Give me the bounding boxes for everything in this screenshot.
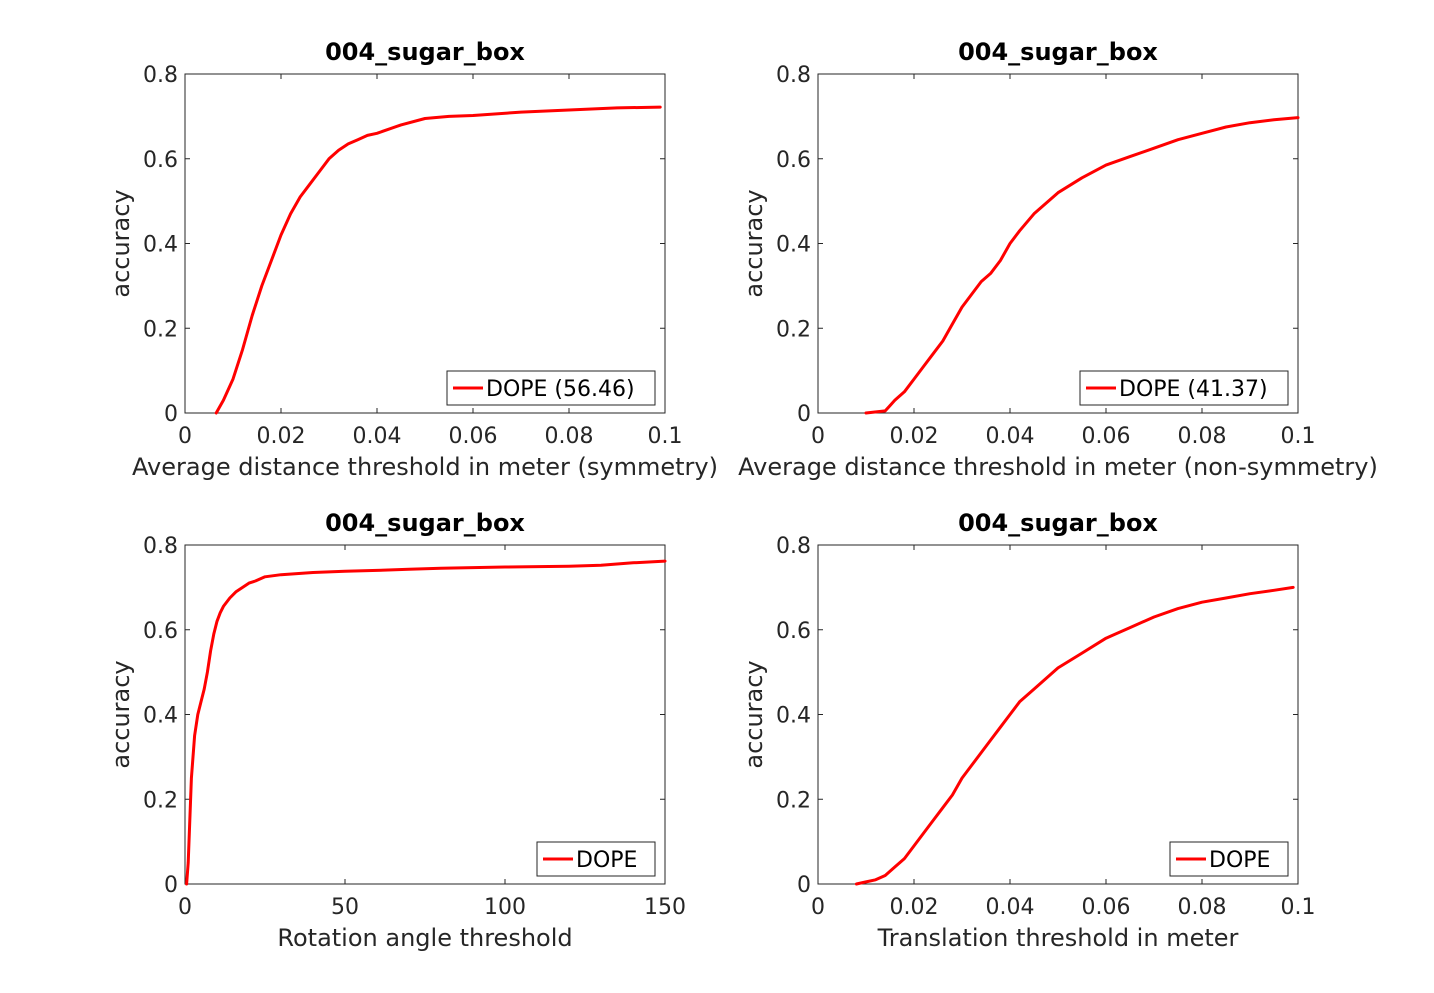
- x-tick-label: 0.1: [1281, 424, 1316, 449]
- x-tick-label: 0.02: [890, 424, 939, 449]
- x-tick-label: 0: [811, 424, 825, 449]
- legend-label: DOPE (56.46): [486, 377, 635, 402]
- chart-panel-2: 0 0.02 0.04 0.06 0.08 0.1 0 0.2 0.4 0.6 0.8 004_sug…: [738, 38, 1378, 481]
- legend-label: DOPE: [576, 848, 637, 873]
- y-tick-label: 0.2: [143, 788, 178, 813]
- y-tick-label: 0.2: [143, 317, 178, 342]
- y-tick-label: 0.8: [143, 534, 178, 559]
- x-tick-label: 0.04: [353, 424, 402, 449]
- plot-area: [817, 73, 1299, 414]
- x-tick-label: 0.02: [257, 424, 306, 449]
- y-tick-label: 0: [164, 873, 178, 898]
- y-tick-label: 0: [164, 402, 178, 427]
- x-axis-label: Translation threshold in meter: [877, 924, 1239, 952]
- y-tick-label: 0: [797, 873, 811, 898]
- series-line-dope: [854, 585, 1295, 886]
- y-tick-label: 0.6: [776, 148, 811, 173]
- x-tick-label: 0: [811, 895, 825, 920]
- y-tick-label: 0.4: [143, 233, 178, 258]
- x-tick-label: 0.02: [890, 895, 939, 920]
- y-tick-label: 0.8: [143, 63, 178, 88]
- y-tick-label: 0: [797, 402, 811, 427]
- y-axis-label: accuracy: [740, 189, 768, 297]
- y-axis-label: accuracy: [107, 189, 135, 297]
- legend-label: DOPE: [1209, 848, 1270, 873]
- chart-title: 004_sugar_box: [325, 38, 525, 66]
- y-tick-label: 0.4: [776, 704, 811, 729]
- plot-area: [184, 544, 666, 885]
- x-tick-label: 0.08: [1178, 424, 1227, 449]
- y-axis-label: accuracy: [740, 660, 768, 768]
- x-tick-label: 0: [178, 424, 192, 449]
- x-tick-label: 100: [484, 895, 526, 920]
- chart-title: 004_sugar_box: [325, 509, 525, 537]
- y-tick-label: 0.8: [776, 534, 811, 559]
- series-line-dope: [214, 105, 662, 415]
- x-axis-label: Rotation angle threshold: [277, 924, 572, 952]
- y-tick-label: 0.6: [776, 619, 811, 644]
- chart-title: 004_sugar_box: [958, 38, 1158, 66]
- x-tick-label: 0.06: [449, 424, 498, 449]
- chart-title: 004_sugar_box: [958, 509, 1158, 537]
- x-tick-label: 0.06: [1082, 895, 1131, 920]
- x-tick-label: 0.06: [1082, 424, 1131, 449]
- x-tick-label: 0.1: [648, 424, 683, 449]
- x-tick-label: 50: [331, 895, 359, 920]
- y-tick-label: 0.8: [776, 63, 811, 88]
- legend-label: DOPE (41.37): [1119, 377, 1268, 402]
- x-tick-label: 0.08: [1178, 895, 1227, 920]
- plot-area: [817, 544, 1299, 885]
- y-tick-label: 0.6: [143, 619, 178, 644]
- plot-area: [184, 73, 666, 414]
- chart-panel-3: 0 50 100 150 0 0.2 0.4 0.6 0.8 004_sugar_box Rotat…: [107, 509, 686, 952]
- series-line-dope: [864, 116, 1300, 415]
- x-axis-label: Average distance threshold in meter (sym…: [132, 453, 718, 481]
- x-tick-label: 0.1: [1281, 895, 1316, 920]
- y-tick-label: 0.6: [143, 148, 178, 173]
- x-tick-label: 0.04: [986, 895, 1035, 920]
- x-tick-label: 0.04: [986, 424, 1035, 449]
- chart-panel-4: 0 0.02 0.04 0.06 0.08 0.1 0 0.2 0.4 0.6 0.8 004_sug…: [740, 509, 1316, 952]
- x-axis-label: Average distance threshold in meter (non…: [738, 453, 1378, 481]
- series-line-dope: [185, 559, 667, 886]
- y-tick-label: 0.4: [143, 704, 178, 729]
- chart-panel-1: 0 0.02 0.04 0.06 0.08 0.1 0 0.2 0.4 0.6 0.8 004_sug…: [107, 38, 718, 481]
- y-tick-label: 0.4: [776, 233, 811, 258]
- y-tick-label: 0.2: [776, 788, 811, 813]
- y-tick-label: 0.2: [776, 317, 811, 342]
- x-tick-label: 0: [178, 895, 192, 920]
- x-tick-label: 150: [644, 895, 686, 920]
- x-tick-label: 0.08: [545, 424, 594, 449]
- y-axis-label: accuracy: [107, 660, 135, 768]
